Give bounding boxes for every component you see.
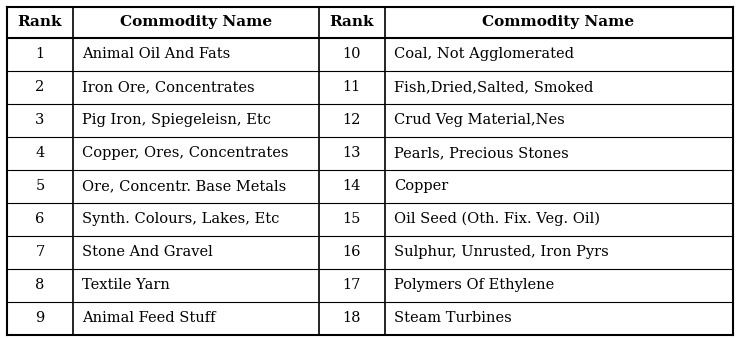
Text: 15: 15	[343, 212, 361, 226]
Text: 13: 13	[343, 146, 361, 160]
Text: 10: 10	[343, 47, 361, 62]
Text: Synth. Colours, Lakes, Etc: Synth. Colours, Lakes, Etc	[82, 212, 280, 226]
Text: Steam Turbines: Steam Turbines	[394, 311, 512, 325]
Text: Commodity Name: Commodity Name	[120, 15, 272, 29]
Text: Coal, Not Agglomerated: Coal, Not Agglomerated	[394, 47, 574, 62]
Text: Animal Feed Stuff: Animal Feed Stuff	[82, 311, 216, 325]
Text: Textile Yarn: Textile Yarn	[82, 278, 170, 292]
Text: 8: 8	[36, 278, 44, 292]
Text: Crud Veg Material,Nes: Crud Veg Material,Nes	[394, 113, 565, 127]
Text: 7: 7	[36, 245, 44, 259]
Text: 18: 18	[343, 311, 361, 325]
Text: Fish,Dried,Salted, Smoked: Fish,Dried,Salted, Smoked	[394, 80, 593, 94]
Text: Copper: Copper	[394, 179, 448, 193]
Text: Pearls, Precious Stones: Pearls, Precious Stones	[394, 146, 569, 160]
Text: 3: 3	[36, 113, 44, 127]
Text: 11: 11	[343, 80, 361, 94]
Text: Commodity Name: Commodity Name	[482, 15, 635, 29]
Text: Sulphur, Unrusted, Iron Pyrs: Sulphur, Unrusted, Iron Pyrs	[394, 245, 609, 259]
Text: 2: 2	[36, 80, 44, 94]
Text: 16: 16	[343, 245, 361, 259]
Text: 5: 5	[36, 179, 44, 193]
Text: Ore, Concentr. Base Metals: Ore, Concentr. Base Metals	[82, 179, 286, 193]
Text: Polymers Of Ethylene: Polymers Of Ethylene	[394, 278, 554, 292]
Text: Oil Seed (Oth. Fix. Veg. Oil): Oil Seed (Oth. Fix. Veg. Oil)	[394, 212, 600, 226]
Text: Pig Iron, Spiegeleisn, Etc: Pig Iron, Spiegeleisn, Etc	[82, 113, 272, 127]
Text: Rank: Rank	[329, 15, 374, 29]
Text: Iron Ore, Concentrates: Iron Ore, Concentrates	[82, 80, 255, 94]
Text: 6: 6	[36, 212, 44, 226]
Text: 4: 4	[36, 146, 44, 160]
Text: Copper, Ores, Concentrates: Copper, Ores, Concentrates	[82, 146, 289, 160]
Text: Stone And Gravel: Stone And Gravel	[82, 245, 213, 259]
Text: 12: 12	[343, 113, 361, 127]
Text: Animal Oil And Fats: Animal Oil And Fats	[82, 47, 231, 62]
Text: 17: 17	[343, 278, 361, 292]
Text: Rank: Rank	[18, 15, 62, 29]
Text: 1: 1	[36, 47, 44, 62]
Text: 14: 14	[343, 179, 361, 193]
Text: 9: 9	[36, 311, 44, 325]
